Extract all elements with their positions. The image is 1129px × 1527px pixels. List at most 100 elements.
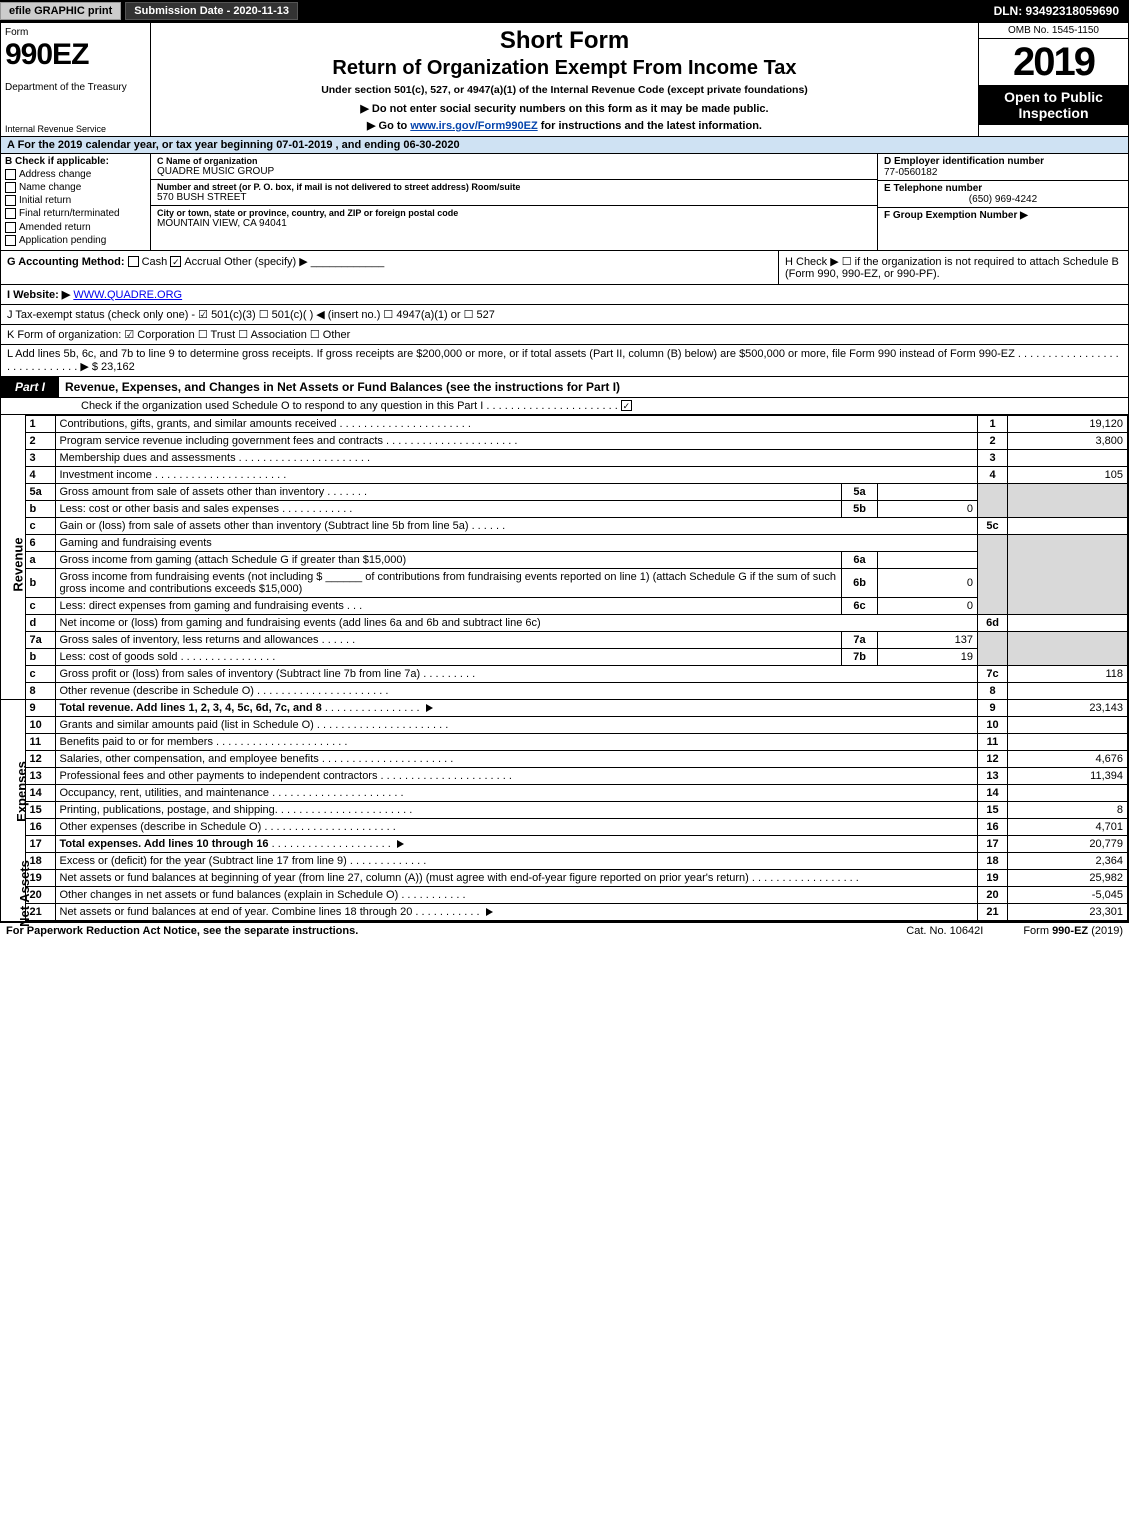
l7a-desc: Gross sales of inventory, less returns a… xyxy=(60,634,319,646)
l9-num: 9 xyxy=(25,699,55,716)
city: MOUNTAIN VIEW, CA 94041 xyxy=(157,218,871,229)
arrow-icon xyxy=(486,908,493,916)
goto-pre: ▶ Go to xyxy=(367,120,410,132)
addr-label: Number and street (or P. O. box, if mail… xyxy=(157,182,871,192)
l1-num: 1 xyxy=(25,415,55,432)
l7a-num: 7a xyxy=(25,631,55,648)
tax-year: 2019 xyxy=(979,39,1128,85)
ssn-warning: ▶ Do not enter social security numbers o… xyxy=(157,102,972,115)
l-gross-receipts: L Add lines 5b, 6c, and 7b to line 9 to … xyxy=(1,345,1128,377)
l16-col: 16 xyxy=(978,818,1008,835)
j-tax-exempt: J Tax-exempt status (check only one) - ☑… xyxy=(1,305,1128,325)
l21-amt: 23,301 xyxy=(1008,903,1128,920)
l16-num: 16 xyxy=(25,818,55,835)
l15-num: 15 xyxy=(25,801,55,818)
open-public: Open to Public Inspection xyxy=(979,85,1128,125)
chk-address-change[interactable]: Address change xyxy=(5,169,146,180)
g-accounting: G Accounting Method: Cash ✓Accrual Other… xyxy=(1,251,778,284)
l7c-desc: Gross profit or (loss) from sales of inv… xyxy=(60,668,421,680)
l6-desc: Gaming and fundraising events xyxy=(55,534,978,551)
l2-desc: Program service revenue including govern… xyxy=(60,435,383,447)
arrow-icon xyxy=(397,840,404,848)
l6b-box: 6b xyxy=(842,568,878,597)
l14-desc: Occupancy, rent, utilities, and maintena… xyxy=(60,787,270,799)
l12-num: 12 xyxy=(25,750,55,767)
chk-cash[interactable] xyxy=(128,256,139,267)
l8-col: 8 xyxy=(978,682,1008,699)
l10-col: 10 xyxy=(978,716,1008,733)
l6d-amt xyxy=(1008,614,1128,631)
l5a-box: 5a xyxy=(842,483,878,500)
chk-accrual[interactable]: ✓ xyxy=(170,256,181,267)
header-mid: Short Form Return of Organization Exempt… xyxy=(151,23,978,136)
efile-print-button[interactable]: efile GRAPHIC print xyxy=(0,2,121,20)
l13-desc: Professional fees and other payments to … xyxy=(60,770,378,782)
l4-num: 4 xyxy=(25,466,55,483)
l15-amt: 8 xyxy=(1008,801,1128,818)
dln-text: DLN: 93492318059690 xyxy=(994,4,1129,18)
grp-cell: F Group Exemption Number ▶ xyxy=(878,208,1128,223)
org-name-cell: C Name of organization QUADRE MUSIC GROU… xyxy=(151,154,877,180)
l6c-val: 0 xyxy=(878,597,978,614)
l3-desc: Membership dues and assessments xyxy=(60,452,236,464)
l5c-amt xyxy=(1008,517,1128,534)
l2-amt: 3,800 xyxy=(1008,432,1128,449)
l5b-val: 0 xyxy=(878,500,978,517)
l17-desc: Total expenses. Add lines 10 through 16 xyxy=(60,838,269,850)
chk-final-return[interactable]: Final return/terminated xyxy=(5,208,146,219)
info-row: B Check if applicable: Address change Na… xyxy=(1,154,1128,251)
l3-num: 3 xyxy=(25,449,55,466)
h-check: H Check ▶ ☐ if the organization is not r… xyxy=(778,251,1128,284)
l16-amt: 4,701 xyxy=(1008,818,1128,835)
l13-amt: 11,394 xyxy=(1008,767,1128,784)
irs-link[interactable]: www.irs.gov/Form990EZ xyxy=(410,120,537,132)
gh-row: G Accounting Method: Cash ✓Accrual Other… xyxy=(1,251,1128,285)
chk-name-change[interactable]: Name change xyxy=(5,182,146,193)
l4-col: 4 xyxy=(978,466,1008,483)
short-form-title: Short Form xyxy=(157,27,972,55)
l1-amt: 19,120 xyxy=(1008,415,1128,432)
omb-number: OMB No. 1545-1150 xyxy=(979,23,1128,39)
part1-header: Part I Revenue, Expenses, and Changes in… xyxy=(1,377,1128,398)
return-title: Return of Organization Exempt From Incom… xyxy=(157,57,972,80)
irs-label: Internal Revenue Service xyxy=(5,124,106,134)
chk-amended-return[interactable]: Amended return xyxy=(5,222,146,233)
l6d-num: d xyxy=(25,614,55,631)
l10-desc: Grants and similar amounts paid (list in… xyxy=(60,719,314,731)
l15-col: 15 xyxy=(978,801,1008,818)
l10-num: 10 xyxy=(25,716,55,733)
goto-instructions: ▶ Go to www.irs.gov/Form990EZ for instru… xyxy=(157,119,972,132)
under-section: Under section 501(c), 527, or 4947(a)(1)… xyxy=(157,84,972,96)
l6-num: 6 xyxy=(25,534,55,551)
chk-initial-return[interactable]: Initial return xyxy=(5,195,146,206)
org-name-label: C Name of organization xyxy=(157,156,871,166)
l9-amt: 23,143 xyxy=(1008,699,1128,716)
website-link[interactable]: WWW.QUADRE.ORG xyxy=(73,289,182,301)
chk-application-pending[interactable]: Application pending xyxy=(5,235,146,246)
goto-post: for instructions and the latest informat… xyxy=(538,120,762,132)
l19-col: 19 xyxy=(978,869,1008,886)
l12-col: 12 xyxy=(978,750,1008,767)
l7a-box: 7a xyxy=(842,631,878,648)
l11-col: 11 xyxy=(978,733,1008,750)
l6c-box: 6c xyxy=(842,597,878,614)
tel-label: E Telephone number xyxy=(884,183,1122,194)
dept-treasury: Department of the Treasury xyxy=(5,82,146,93)
header-right: OMB No. 1545-1150 2019 Open to Public In… xyxy=(978,23,1128,136)
submission-date-button[interactable]: Submission Date - 2020-11-13 xyxy=(125,2,298,20)
l8-desc: Other revenue (describe in Schedule O) xyxy=(60,685,254,697)
side-revenue: Revenue xyxy=(11,537,26,591)
l7c-col: 7c xyxy=(978,665,1008,682)
l5c-desc: Gain or (loss) from sale of assets other… xyxy=(60,520,469,532)
side-net-assets: Net Assets xyxy=(17,860,32,927)
l21-col: 21 xyxy=(978,903,1008,920)
l7b-val: 19 xyxy=(878,648,978,665)
chk-schedule-o[interactable]: ✓ xyxy=(621,400,632,411)
part1-title: Revenue, Expenses, and Changes in Net As… xyxy=(59,377,626,397)
tel-cell: E Telephone number (650) 969-4242 xyxy=(878,181,1128,208)
period-row: A For the 2019 calendar year, or tax yea… xyxy=(1,137,1128,154)
l17-num: 17 xyxy=(25,835,55,852)
l7a-val: 137 xyxy=(878,631,978,648)
city-label: City or town, state or province, country… xyxy=(157,208,871,218)
l18-amt: 2,364 xyxy=(1008,852,1128,869)
